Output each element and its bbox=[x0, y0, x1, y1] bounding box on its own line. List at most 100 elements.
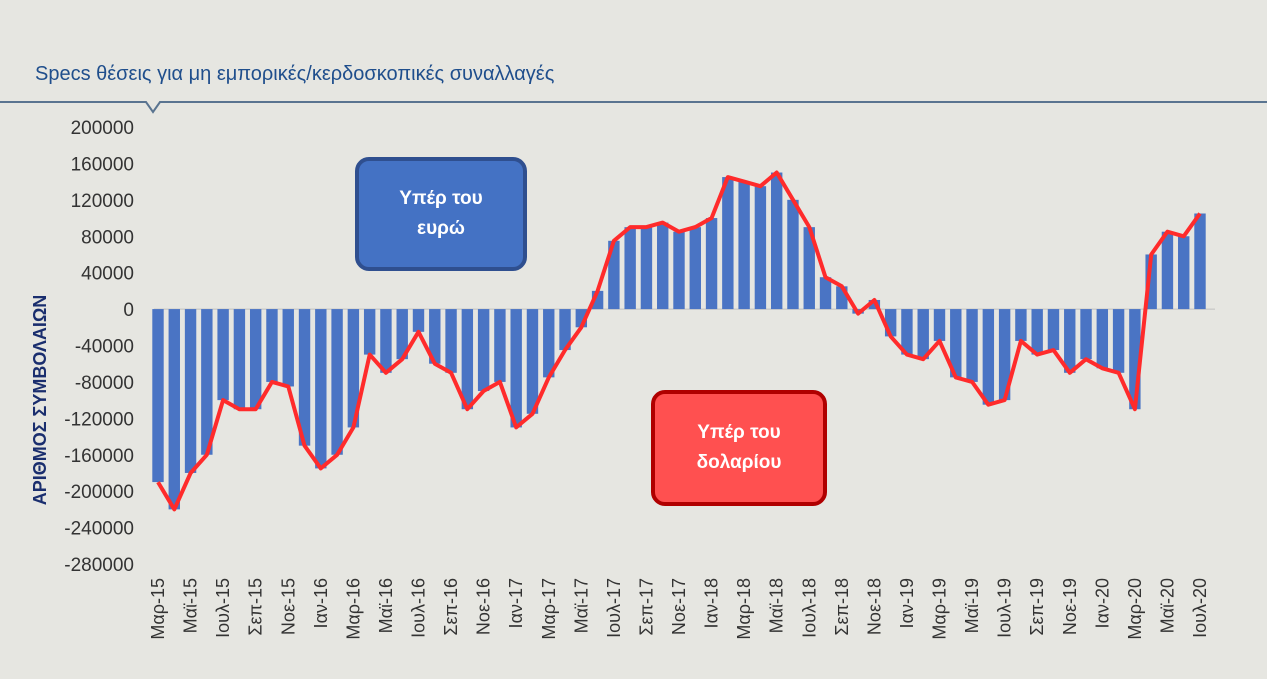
bar bbox=[510, 309, 522, 428]
bar bbox=[429, 309, 441, 364]
bar bbox=[754, 186, 767, 310]
bar bbox=[1194, 213, 1206, 310]
x-tick-label: Μαρ-17 bbox=[539, 578, 559, 640]
bar bbox=[933, 309, 946, 341]
bar bbox=[526, 309, 539, 414]
y-tick-label: -40000 bbox=[75, 337, 134, 358]
x-tick-label: Ιουλ-20 bbox=[1190, 578, 1210, 638]
bar bbox=[412, 309, 425, 332]
bar bbox=[1080, 309, 1092, 360]
bar bbox=[298, 309, 311, 446]
y-tick-label: 200000 bbox=[71, 118, 134, 139]
y-tick-label: -160000 bbox=[64, 446, 134, 467]
bar bbox=[1112, 309, 1125, 373]
bar bbox=[543, 309, 555, 378]
x-tick-label: Νοε-17 bbox=[669, 578, 689, 635]
bar bbox=[461, 309, 474, 410]
annotation: Υπέρ του δολαρίου bbox=[651, 390, 827, 506]
bar bbox=[836, 286, 848, 310]
chart-title: Specs θέσεις για μη εμπορικές/κερδοσκοπι… bbox=[35, 63, 555, 85]
x-tick-label: Ιαν-18 bbox=[702, 578, 722, 628]
x-tick-label: Ιουλ-15 bbox=[213, 578, 233, 638]
y-tick-label: -240000 bbox=[64, 519, 134, 540]
x-tick-label: Μαρ-20 bbox=[1125, 578, 1145, 640]
x-tick-label: Νοε-16 bbox=[474, 578, 494, 635]
bar bbox=[249, 309, 262, 410]
bar bbox=[1047, 309, 1060, 351]
bar bbox=[803, 227, 815, 310]
bar bbox=[1178, 236, 1190, 310]
x-tick-label: Νοε-19 bbox=[1060, 578, 1080, 635]
x-tick-label: Μαϊ-20 bbox=[1157, 578, 1177, 633]
y-axis-label: ΑΡΙΘΜΟΣ ΣΥΜΒΟΛΑΙΩΝ bbox=[30, 295, 50, 506]
y-tick-label: -120000 bbox=[64, 409, 134, 430]
x-tick-label: Σεπ-15 bbox=[246, 578, 266, 636]
bar bbox=[217, 309, 229, 401]
bar bbox=[152, 309, 164, 483]
bar bbox=[608, 240, 620, 310]
bar bbox=[201, 309, 213, 455]
x-tick-label: Ιαν-19 bbox=[897, 578, 917, 628]
x-tick-label: Μαϊ-17 bbox=[571, 578, 591, 633]
bar bbox=[591, 290, 604, 310]
bar bbox=[819, 277, 832, 310]
x-tick-label: Μαρ-18 bbox=[734, 578, 754, 640]
bar bbox=[1015, 309, 1027, 341]
bar bbox=[233, 309, 246, 410]
bar bbox=[347, 309, 360, 428]
x-tick-label: Μαρ-16 bbox=[343, 578, 363, 640]
x-tick-label: Ιαν-16 bbox=[311, 578, 331, 628]
x-tick-label: Σεπ-16 bbox=[441, 578, 461, 636]
x-tick-label: Μαϊ-16 bbox=[376, 578, 396, 633]
bar bbox=[982, 309, 995, 405]
bar bbox=[705, 218, 718, 310]
x-tick-label: Ιουλ-19 bbox=[995, 578, 1015, 638]
y-tick-label: -280000 bbox=[64, 555, 134, 576]
bar bbox=[1129, 309, 1141, 410]
x-tick-label: Ιουλ-16 bbox=[409, 578, 429, 638]
x-tick-label: Μαϊ-19 bbox=[962, 578, 982, 633]
y-tick-label: 160000 bbox=[71, 154, 134, 175]
x-tick-label: Ιαν-20 bbox=[1092, 578, 1112, 628]
bar bbox=[738, 181, 750, 310]
bar bbox=[917, 309, 929, 360]
x-tick-label: Σεπ-18 bbox=[832, 578, 852, 636]
x-tick-label: Μαϊ-15 bbox=[181, 578, 201, 633]
bar bbox=[559, 309, 571, 351]
bar bbox=[1031, 309, 1043, 355]
annotation: Υπέρ του ευρώ bbox=[355, 157, 527, 271]
bar bbox=[1145, 254, 1157, 310]
bar bbox=[787, 199, 799, 310]
bar bbox=[998, 309, 1011, 401]
bar bbox=[331, 309, 343, 455]
bar bbox=[315, 309, 327, 469]
y-tick-label: -200000 bbox=[64, 482, 134, 503]
y-tick-label: 0 bbox=[123, 300, 134, 321]
bar bbox=[494, 309, 506, 382]
y-tick-label: 120000 bbox=[71, 191, 134, 212]
bar bbox=[657, 222, 669, 310]
x-tick-label: Νοε-18 bbox=[864, 578, 884, 635]
x-tick-label: Ιουλ-17 bbox=[604, 578, 624, 638]
bar bbox=[966, 309, 978, 382]
x-tick-label: Ιουλ-18 bbox=[799, 578, 819, 638]
bar bbox=[1096, 309, 1109, 369]
bar bbox=[722, 177, 734, 310]
bar bbox=[1064, 309, 1076, 373]
bar bbox=[673, 231, 685, 310]
x-tick-label: Σεπ-19 bbox=[1027, 578, 1047, 636]
bar bbox=[901, 309, 913, 355]
bar bbox=[770, 172, 783, 310]
bar bbox=[575, 309, 588, 328]
bar bbox=[363, 309, 376, 355]
bar bbox=[950, 309, 962, 378]
y-tick-label: -80000 bbox=[75, 373, 134, 394]
bar bbox=[1161, 231, 1174, 310]
title-rule bbox=[0, 101, 1267, 114]
bar bbox=[884, 309, 897, 337]
y-tick-label: 40000 bbox=[81, 264, 134, 285]
bar bbox=[624, 227, 636, 310]
bar bbox=[184, 309, 197, 473]
